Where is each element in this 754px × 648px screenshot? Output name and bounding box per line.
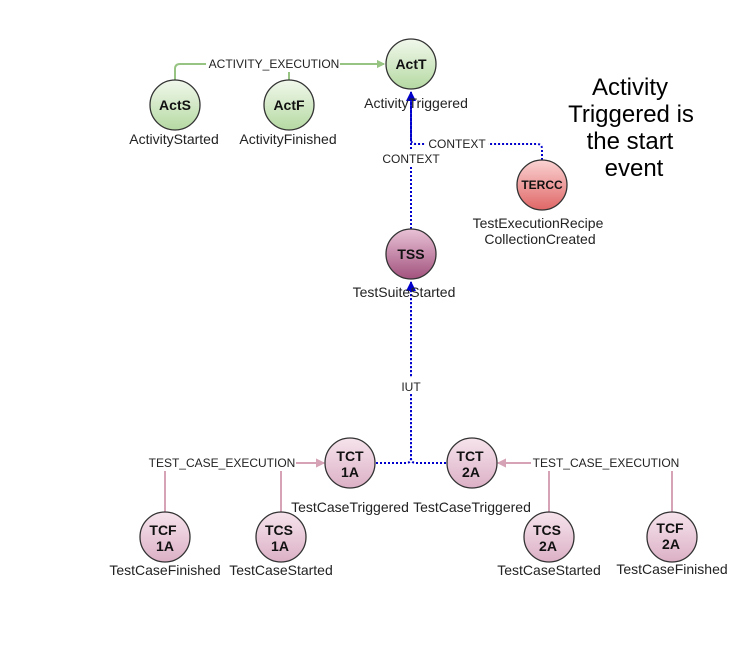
node-abbr-line1: TCT [456, 448, 484, 464]
node-label: ActivityTriggered [364, 95, 468, 111]
node-abbr: ActF [273, 97, 305, 113]
node-label-line1: TestExecutionRecipe [473, 215, 604, 231]
node-abbr-line2: 2A [539, 538, 557, 554]
edge-test-case-execution-left: TEST_CASE_EXECUTION [148, 455, 325, 512]
node-label: ActivityFinished [239, 131, 336, 147]
node-label: TestSuiteStarted [353, 284, 456, 300]
node-circle [523, 511, 575, 563]
note-line-2: Triggered is [568, 101, 694, 128]
edge-label-activity-execution: ACTIVITY_EXECUTION [209, 57, 340, 71]
edge-label-test-case-execution-right: TEST_CASE_EXECUTION [533, 456, 680, 470]
node-abbr-line2: 1A [271, 538, 289, 554]
node-circle [139, 511, 191, 563]
edge-context: CONTEXT CONTEXT [380, 91, 543, 229]
edge-iut: IUT [376, 281, 446, 464]
node-circle [646, 511, 698, 563]
edge-tct1a-to-tss [376, 281, 416, 464]
node-circle [516, 159, 568, 211]
node-abbr-line1: TCF [656, 520, 684, 536]
node-circle [446, 437, 498, 489]
node-label-line2: CollectionCreated [484, 231, 595, 247]
node-test-case-triggered-2a[interactable]: TCT 2A TestCaseTriggered [413, 437, 531, 515]
edge-label-context-tercc: CONTEXT [428, 137, 486, 151]
edge-label-test-case-execution-left: TEST_CASE_EXECUTION [149, 456, 296, 470]
node-test-case-started-1a[interactable]: TCS 1A TestCaseStarted [229, 511, 333, 578]
node-label: TestCaseStarted [497, 562, 601, 578]
node-abbr-line1: TCS [533, 522, 561, 538]
edge-acts-to-actt [174, 60, 385, 80]
node-abbr-line2: 2A [662, 536, 680, 552]
edge-tct2a-to-tss [410, 282, 446, 464]
edge-label-context-tss: CONTEXT [382, 152, 440, 166]
node-circle [255, 511, 307, 563]
node-test-case-finished-1a[interactable]: TCF 1A TestCaseFinished [109, 511, 221, 578]
node-circle [385, 38, 437, 90]
node-label: ActivityStarted [129, 131, 218, 147]
node-circle [324, 437, 376, 489]
start-event-note: Activity Triggered is the start event [568, 74, 694, 182]
node-label: TestCaseFinished [109, 562, 220, 578]
node-test-suite-started[interactable]: TSS TestSuiteStarted [353, 228, 456, 300]
node-test-case-finished-2a[interactable]: TCF 2A TestCaseFinished [616, 511, 728, 577]
note-line-3: the start [587, 128, 674, 155]
node-activity-triggered[interactable]: ActT ActivityTriggered [364, 38, 468, 111]
node-abbr-line2: 2A [462, 464, 480, 480]
node-test-execution-recipe-collection-created[interactable]: TERCC TestExecutionRecipe CollectionCrea… [473, 159, 604, 247]
node-abbr-line2: 1A [341, 464, 359, 480]
edge-tercc-to-actt [410, 92, 543, 160]
node-test-case-started-2a[interactable]: TCS 2A TestCaseStarted [497, 511, 601, 578]
node-abbr: ActS [159, 97, 191, 113]
node-abbr-line2: 1A [156, 538, 174, 554]
node-abbr: ActT [395, 56, 427, 72]
node-label: TestCaseTriggered [291, 499, 409, 515]
note-line-4: event [605, 155, 664, 182]
edge-label-iut: IUT [401, 380, 421, 394]
node-abbr-line1: TCF [149, 522, 177, 538]
node-label: TestCaseFinished [616, 561, 727, 577]
node-label: TestCaseStarted [229, 562, 333, 578]
node-test-case-triggered-1a[interactable]: TCT 1A TestCaseTriggered [291, 437, 409, 515]
node-abbr-line1: TCS [265, 522, 293, 538]
node-activity-finished[interactable]: ActF ActivityFinished [239, 79, 337, 147]
node-activity-started[interactable]: ActS ActivityStarted [129, 79, 219, 147]
node-abbr-line1: TCT [336, 448, 364, 464]
node-circle [263, 79, 315, 131]
edge-test-case-execution-right: TEST_CASE_EXECUTION [497, 455, 681, 512]
node-label: TestCaseTriggered [413, 499, 531, 515]
node-abbr: TERCC [521, 178, 563, 192]
node-abbr: TSS [397, 246, 424, 262]
note-line-1: Activity [592, 74, 668, 101]
node-circle [385, 228, 437, 280]
edge-activity-execution: ACTIVITY_EXECUTION [174, 56, 385, 80]
node-circle [149, 79, 201, 131]
